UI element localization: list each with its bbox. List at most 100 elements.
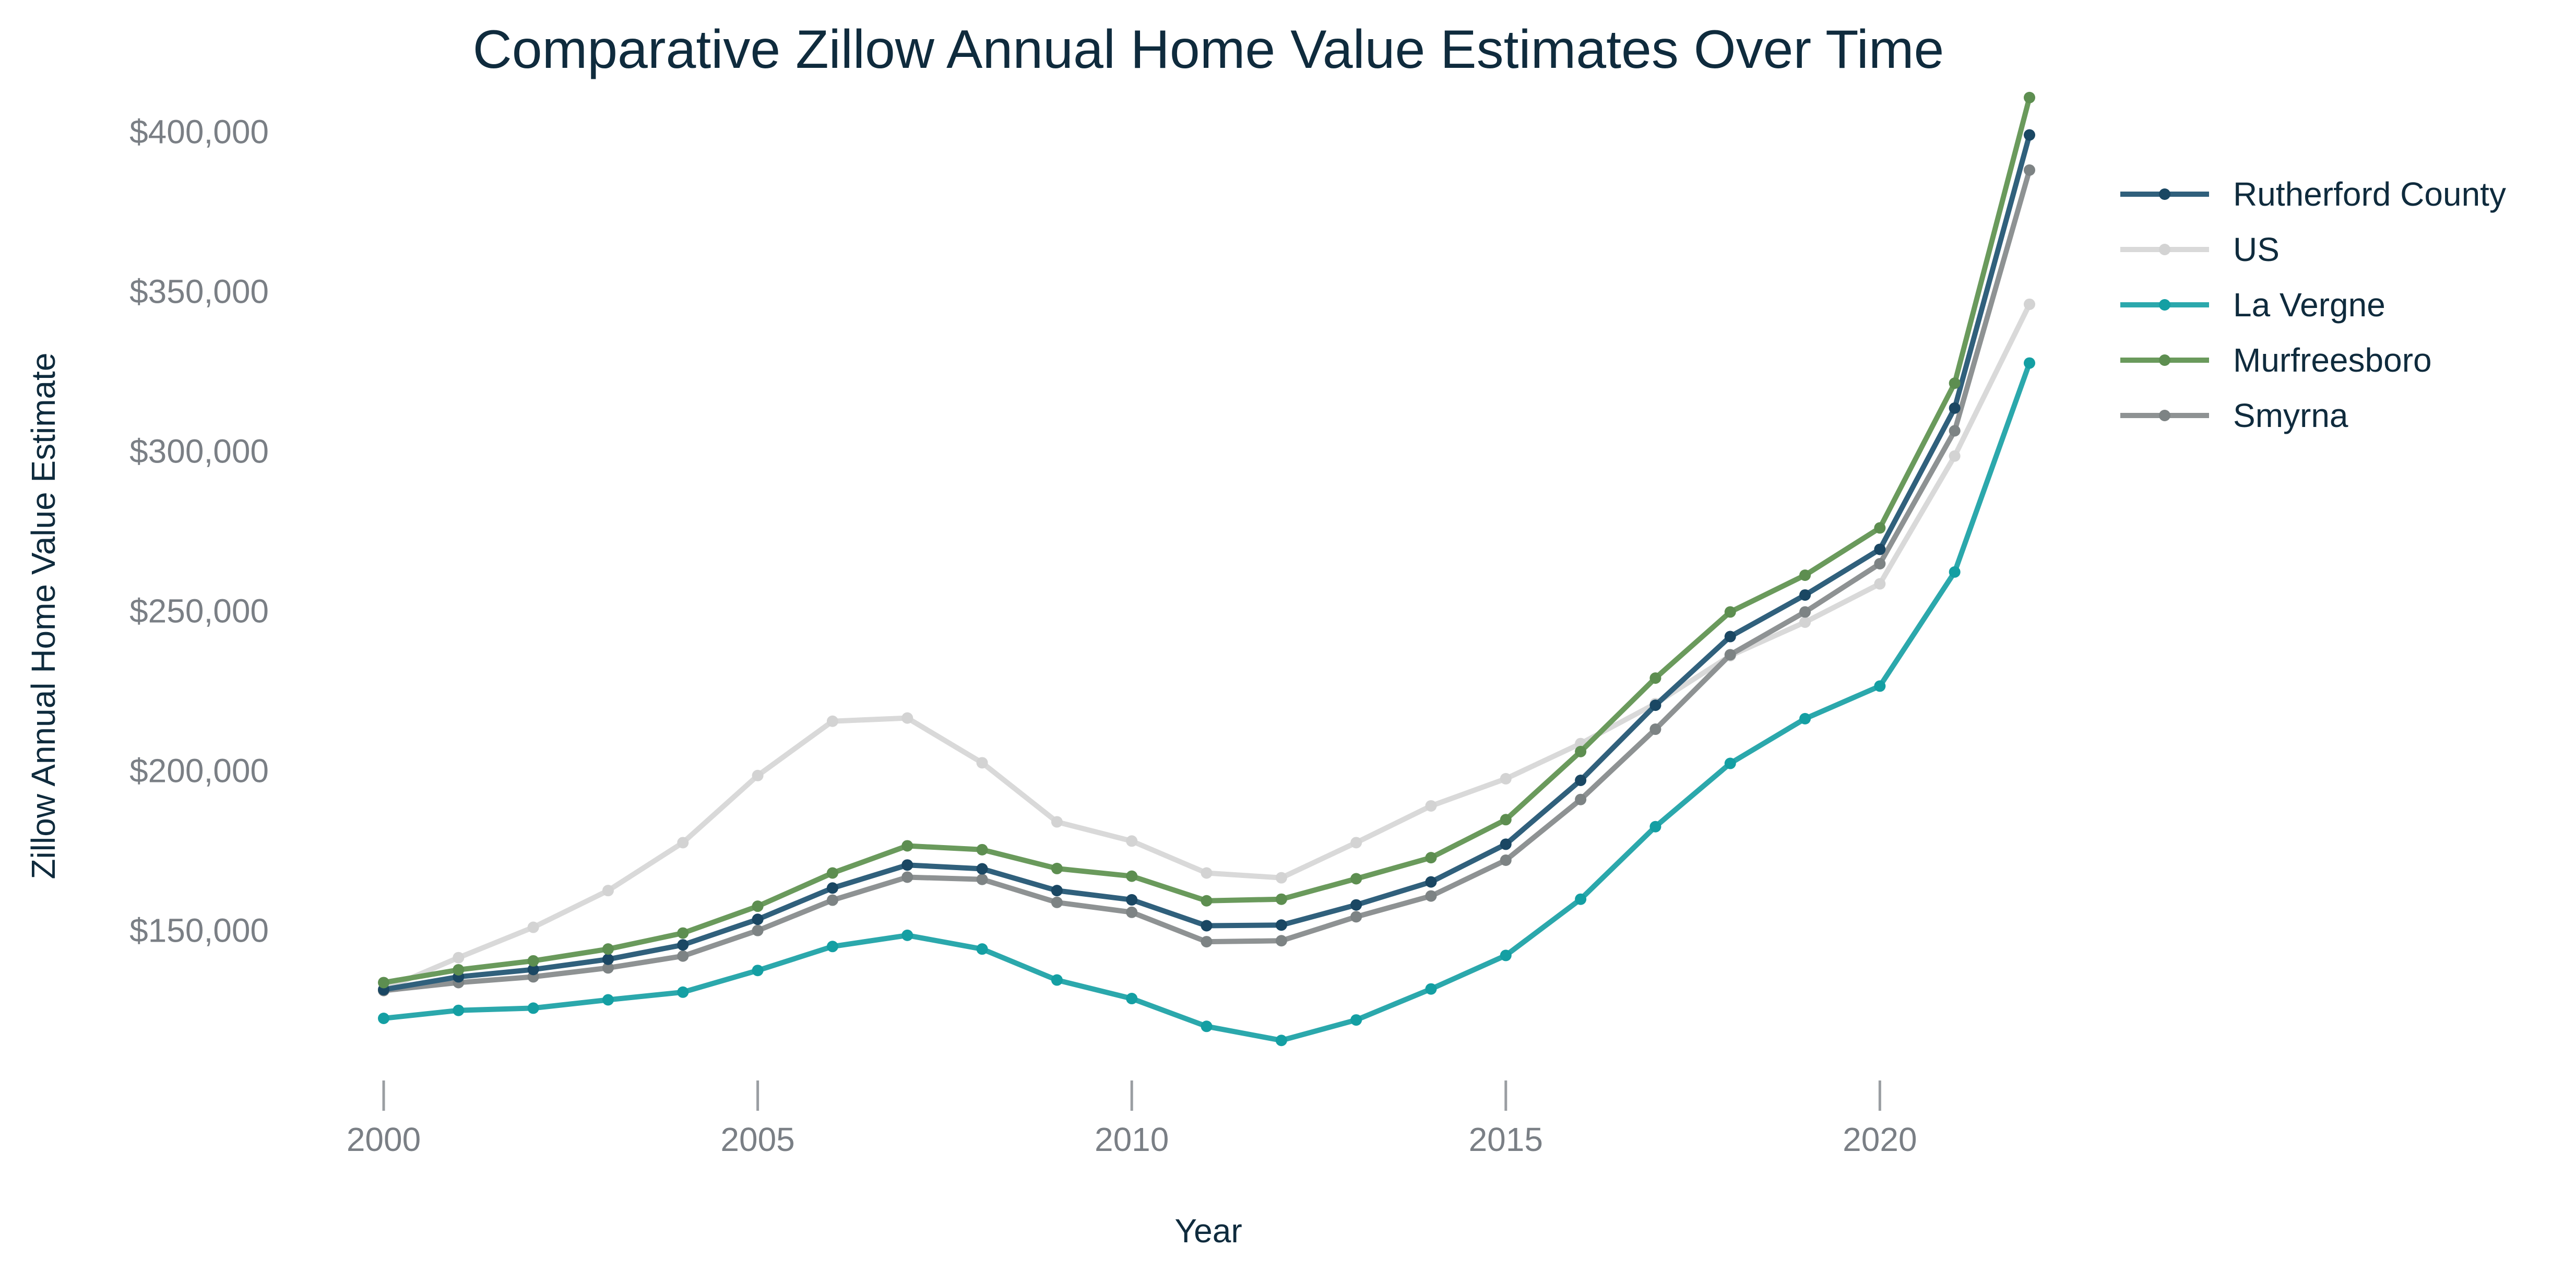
legend-marker bbox=[2159, 299, 2170, 311]
data-point-murfreesboro bbox=[901, 840, 913, 852]
data-point-murfreesboro bbox=[677, 927, 689, 939]
data-point-rutherford-county bbox=[1425, 876, 1437, 888]
data-point-la-vergne bbox=[1575, 893, 1587, 905]
data-point-la-vergne bbox=[1275, 1035, 1287, 1047]
data-point-la-vergne bbox=[677, 986, 689, 998]
data-point-us bbox=[901, 712, 913, 724]
data-point-smyrna bbox=[1874, 557, 1886, 569]
legend-item-us: US bbox=[2120, 231, 2280, 268]
legend-marker bbox=[2159, 354, 2170, 366]
data-point-rutherford-county bbox=[1949, 402, 1961, 414]
data-point-rutherford-county bbox=[1874, 543, 1886, 555]
y-tick-label: $200,000 bbox=[129, 752, 269, 790]
legend-label: Smyrna bbox=[2233, 397, 2348, 434]
legend-label: Rutherford County bbox=[2233, 175, 2506, 213]
data-point-rutherford-county bbox=[1051, 885, 1063, 897]
legend-marker bbox=[2159, 188, 2170, 200]
data-point-rutherford-county bbox=[1126, 894, 1138, 906]
legend-item-rutherford-county: Rutherford County bbox=[2120, 175, 2506, 213]
data-point-murfreesboro bbox=[1949, 377, 1961, 389]
data-point-smyrna bbox=[2024, 164, 2035, 176]
data-point-smyrna bbox=[1799, 606, 1811, 618]
data-point-murfreesboro bbox=[1575, 745, 1587, 757]
data-point-murfreesboro bbox=[1275, 893, 1287, 905]
legend-item-smyrna: Smyrna bbox=[2120, 397, 2348, 434]
data-point-us bbox=[2024, 298, 2035, 310]
y-tick-label: $150,000 bbox=[129, 912, 269, 949]
data-point-rutherford-county bbox=[602, 953, 614, 965]
data-point-murfreesboro bbox=[2024, 91, 2035, 103]
data-point-rutherford-county bbox=[1724, 631, 1736, 643]
data-point-smyrna bbox=[1500, 854, 1512, 866]
data-point-la-vergne bbox=[1949, 566, 1961, 578]
data-point-rutherford-county bbox=[1649, 699, 1661, 711]
x-tick-label: 2000 bbox=[347, 1121, 421, 1158]
data-point-la-vergne bbox=[901, 929, 913, 941]
y-tick-label: $250,000 bbox=[129, 592, 269, 630]
legend: Rutherford County US La Vergne Murfreesboro… bbox=[2120, 175, 2506, 434]
data-point-smyrna bbox=[1201, 936, 1213, 948]
data-point-us bbox=[1799, 616, 1811, 628]
plot-area bbox=[378, 91, 2035, 1047]
data-point-us bbox=[1949, 450, 1961, 462]
data-point-la-vergne bbox=[752, 965, 764, 977]
y-tick-label: $400,000 bbox=[129, 113, 269, 150]
data-point-murfreesboro bbox=[1425, 852, 1437, 864]
data-point-murfreesboro bbox=[378, 977, 389, 989]
data-point-murfreesboro bbox=[976, 844, 988, 856]
data-point-smyrna bbox=[752, 924, 764, 936]
y-tick-label: $300,000 bbox=[129, 433, 269, 470]
data-point-murfreesboro bbox=[602, 943, 614, 955]
x-tick-label: 2020 bbox=[1843, 1121, 1917, 1158]
data-point-murfreesboro bbox=[1500, 814, 1512, 826]
data-point-murfreesboro bbox=[752, 900, 764, 912]
data-point-rutherford-county bbox=[1275, 919, 1287, 931]
data-point-murfreesboro bbox=[527, 955, 539, 967]
data-point-us bbox=[1275, 872, 1287, 884]
series-murfreesboro bbox=[378, 91, 2035, 989]
data-point-us bbox=[1500, 773, 1512, 785]
data-point-smyrna bbox=[602, 962, 614, 974]
legend-item-murfreesboro: Murfreesboro bbox=[2120, 341, 2432, 379]
y-axis-title: Zillow Annual Home Value Estimate bbox=[25, 352, 62, 879]
data-point-smyrna bbox=[1575, 793, 1587, 805]
data-point-rutherford-county bbox=[1500, 838, 1512, 850]
data-point-us bbox=[752, 769, 764, 781]
data-point-la-vergne bbox=[1649, 821, 1661, 833]
data-point-smyrna bbox=[901, 871, 913, 883]
data-point-murfreesboro bbox=[826, 867, 838, 879]
data-point-la-vergne bbox=[1425, 983, 1437, 995]
data-point-us bbox=[1051, 816, 1063, 828]
data-point-rutherford-county bbox=[976, 863, 988, 875]
data-point-rutherford-county bbox=[826, 882, 838, 894]
data-point-rutherford-county bbox=[677, 939, 689, 951]
data-point-smyrna bbox=[677, 950, 689, 962]
data-point-us bbox=[677, 837, 689, 849]
data-point-smyrna bbox=[1350, 911, 1362, 923]
x-tick-label: 2005 bbox=[720, 1121, 794, 1158]
data-point-rutherford-county bbox=[752, 913, 764, 925]
data-point-us bbox=[1126, 835, 1138, 847]
data-point-murfreesboro bbox=[1350, 873, 1362, 885]
y-axis: $150,000 $200,000 $250,000 $300,000 $350,000… bbox=[129, 113, 269, 949]
data-point-murfreesboro bbox=[453, 964, 465, 976]
data-point-smyrna bbox=[826, 894, 838, 906]
data-point-rutherford-county bbox=[1350, 899, 1362, 911]
legend-label: US bbox=[2233, 231, 2280, 268]
data-point-us bbox=[1874, 578, 1886, 590]
data-point-murfreesboro bbox=[1799, 569, 1811, 581]
data-point-la-vergne bbox=[1201, 1020, 1213, 1032]
y-tick-label: $350,000 bbox=[129, 272, 269, 310]
data-point-smyrna bbox=[1051, 896, 1063, 908]
data-point-murfreesboro bbox=[1874, 522, 1886, 534]
legend-marker bbox=[2159, 244, 2170, 255]
data-point-rutherford-county bbox=[2024, 129, 2035, 141]
x-axis-title: Year bbox=[1174, 1212, 1242, 1250]
data-point-us bbox=[1201, 867, 1213, 879]
data-point-smyrna bbox=[1126, 906, 1138, 918]
data-point-la-vergne bbox=[1799, 712, 1811, 724]
data-point-la-vergne bbox=[1350, 1014, 1362, 1026]
legend-label: La Vergne bbox=[2233, 286, 2385, 324]
